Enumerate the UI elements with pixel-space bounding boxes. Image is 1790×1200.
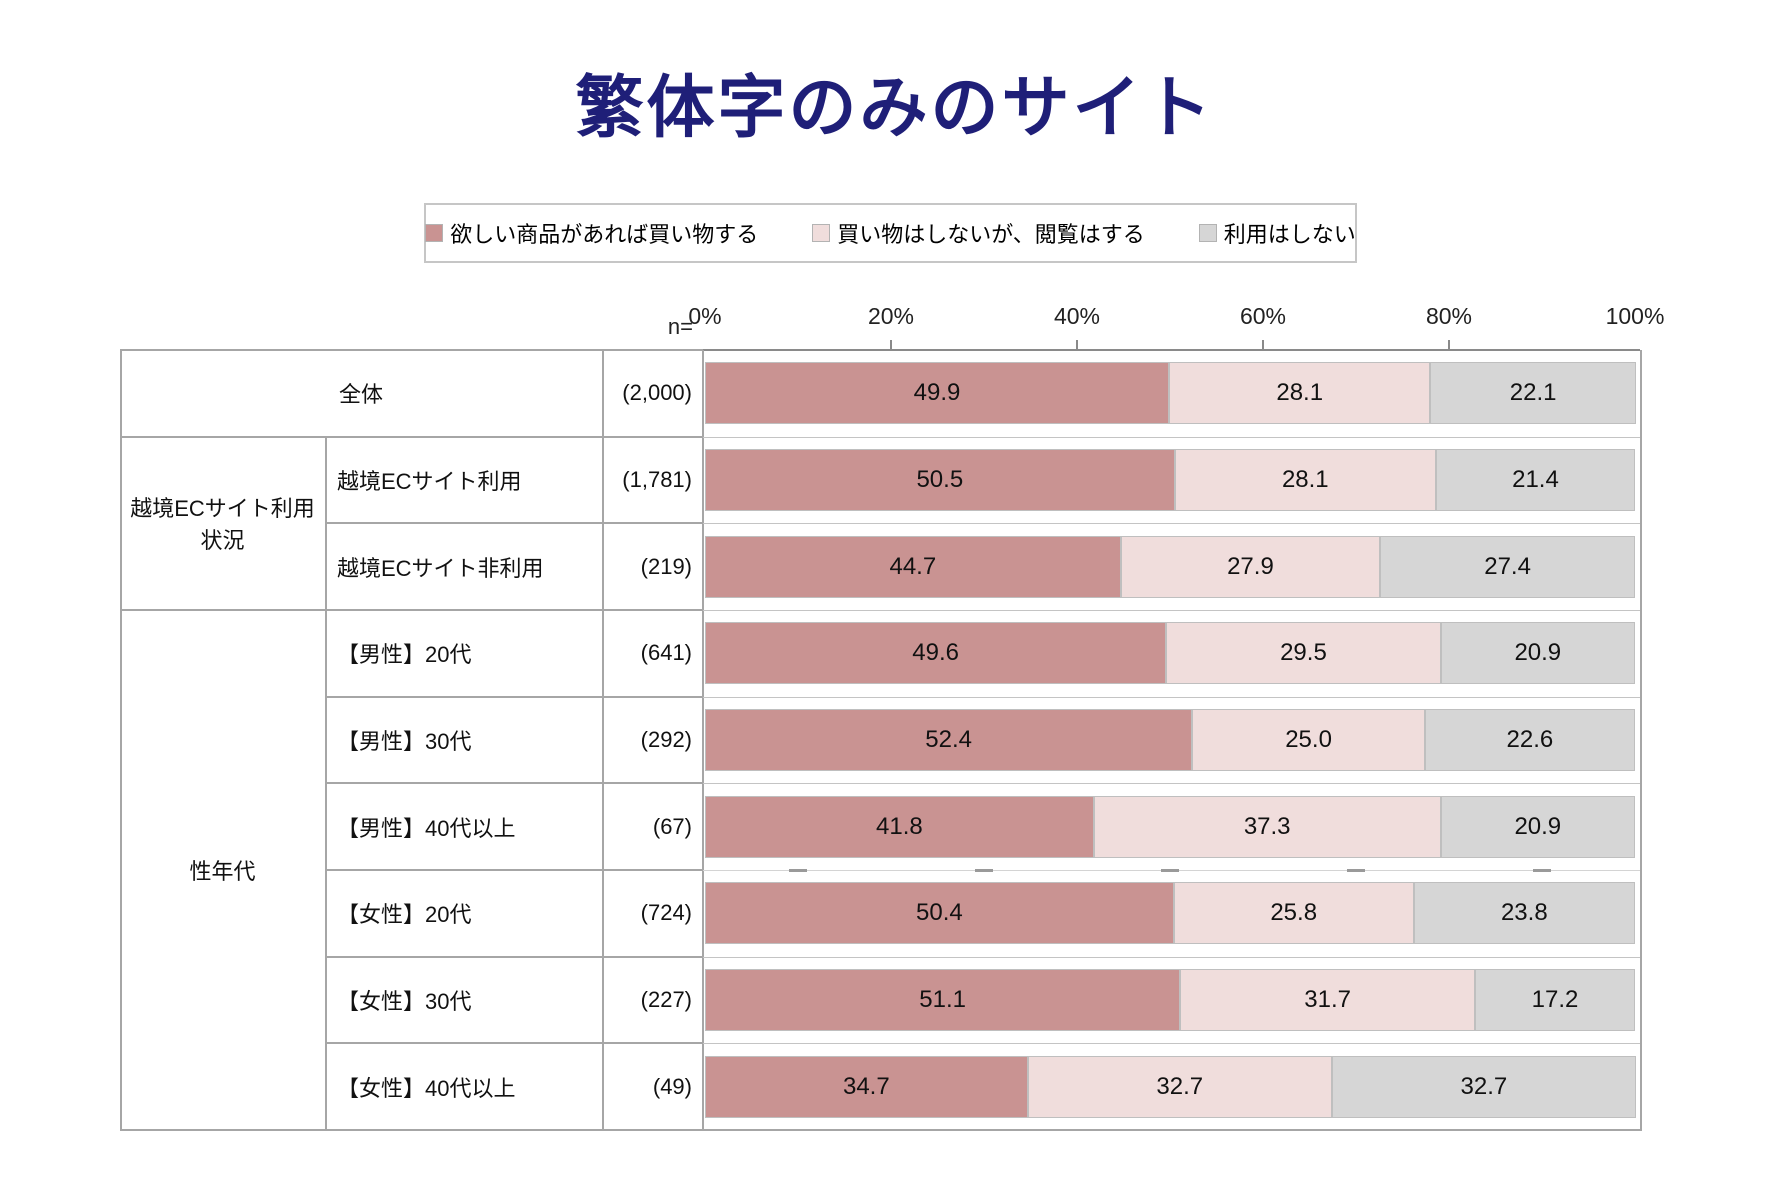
legend-swatch-browse — [812, 224, 831, 242]
row-n-value: (227) — [640, 986, 692, 1012]
group-separator-dash — [1533, 869, 1551, 872]
bar-segment: 49.9 — [705, 362, 1170, 425]
row-n-value: (49) — [652, 1073, 692, 1099]
row-separator-labels — [325, 869, 703, 871]
col-border-n — [702, 350, 704, 1130]
legend-label-buy: 欲しい商品があれば買い物する — [450, 222, 759, 247]
bar-segment: 49.6 — [705, 622, 1167, 685]
chart-legend: 欲しい商品があれば買い物する 買い物はしないが、閲覧はする 利用はしない — [424, 203, 1357, 263]
legend-item-buy: 欲しい商品があれば買い物する — [425, 217, 758, 249]
legend-swatch-nouse — [1198, 224, 1217, 242]
col-border-2 — [602, 350, 604, 1130]
group-separator-dash — [975, 869, 993, 872]
row-separator-plot — [703, 1043, 1640, 1045]
group-label-gender-age: 性年代 — [189, 859, 256, 884]
row-separator-plot — [703, 783, 1640, 785]
bar-segment: 20.9 — [1440, 622, 1635, 685]
bar-segment: 32.7 — [1331, 1055, 1636, 1118]
bar-segment: 20.9 — [1440, 795, 1635, 858]
bar-segment: 17.2 — [1475, 969, 1635, 1031]
bar-segment: 34.7 — [705, 1055, 1028, 1118]
page-title: 繁体字のみのサイト — [575, 70, 1215, 146]
legend-label-browse: 買い物はしないが、閲覧はする — [837, 222, 1145, 247]
row-separator-plot — [703, 523, 1640, 525]
legend-swatch-buy — [425, 224, 444, 242]
plot-border-right — [1640, 350, 1642, 1130]
row-separator-labels — [325, 782, 703, 785]
row-n-value: (2,000) — [622, 380, 692, 406]
bar-segment: 31.7 — [1180, 969, 1476, 1031]
legend-label-nouse: 利用はしない — [1223, 222, 1356, 247]
axis-tick — [1076, 340, 1078, 349]
row-separator-plot — [703, 696, 1640, 698]
bar-segment: 22.6 — [1424, 709, 1635, 771]
axis-tick-label: 40% — [1053, 303, 1101, 329]
bar-segment: 50.4 — [705, 882, 1174, 945]
bar-segment: 29.5 — [1166, 622, 1441, 685]
bar-segment: 25.8 — [1173, 882, 1414, 945]
row-separator-labels — [325, 695, 703, 698]
row-label-total: 全体 — [338, 382, 383, 408]
bar-segment: 37.3 — [1093, 795, 1441, 858]
row-label: 【男性】40代以上 — [337, 815, 516, 841]
group-separator-dash — [789, 869, 807, 872]
bar-segment: 22.1 — [1430, 362, 1636, 425]
bar-segment: 50.5 — [705, 449, 1175, 511]
row-label: 【女性】20代 — [337, 902, 472, 928]
row-n-value: (292) — [640, 726, 692, 752]
row-separator-plot — [703, 610, 1640, 611]
legend-item-browse: 買い物はしないが、閲覧はする — [812, 217, 1145, 249]
group-label-ec-usage: 越境ECサイト利用状況 — [130, 496, 315, 554]
row-separator-labels — [120, 435, 703, 438]
bar-segment: 28.1 — [1169, 362, 1431, 425]
axis-tick-label: 0% — [688, 303, 722, 329]
legend-item-nouse: 利用はしない — [1198, 217, 1356, 249]
axis-tick — [1262, 340, 1264, 349]
bar-segment: 27.4 — [1380, 535, 1635, 598]
row-separator-plot — [703, 436, 1640, 438]
row-label: 越境ECサイト利用 — [337, 468, 522, 494]
table-border-top — [120, 349, 703, 351]
row-label: 越境ECサイト非利用 — [337, 555, 544, 581]
row-n-value: (67) — [652, 813, 692, 839]
bar-segment: 25.0 — [1192, 709, 1425, 771]
bar-segment: 52.4 — [705, 709, 1193, 771]
axis-tick-label: 20% — [867, 303, 915, 329]
group-separator-dash — [1161, 869, 1179, 872]
bar-segment: 23.8 — [1413, 882, 1635, 945]
axis-tick-label: 80% — [1425, 303, 1473, 329]
n-equals-label: n= — [667, 314, 693, 339]
axis-tick — [1448, 340, 1450, 349]
axis-line — [703, 349, 1640, 351]
row-label: 【女性】40代以上 — [337, 1075, 516, 1101]
bar-segment: 41.8 — [705, 795, 1094, 858]
row-separator-labels — [325, 955, 703, 958]
row-separator-plot — [703, 956, 1640, 958]
bar-segment: 32.7 — [1027, 1055, 1332, 1118]
row-separator-labels — [325, 1042, 703, 1045]
table-border-left — [120, 349, 122, 1131]
row-n-value: (724) — [640, 900, 692, 926]
row-n-value: (219) — [640, 553, 692, 579]
row-label: 【女性】30代 — [337, 988, 472, 1014]
bar-segment: 27.9 — [1120, 535, 1381, 598]
bar-segment: 51.1 — [705, 969, 1181, 1031]
table-border-bottom — [120, 1129, 1642, 1131]
axis-tick-label: 100% — [1605, 303, 1665, 329]
row-label: 【男性】20代 — [337, 642, 472, 668]
bar-segment: 21.4 — [1435, 449, 1635, 511]
bar-segment: 44.7 — [705, 535, 1121, 598]
axis-tick — [890, 340, 892, 349]
bar-segment: 28.1 — [1174, 449, 1436, 511]
axis-tick-label: 60% — [1239, 303, 1287, 329]
row-separator-labels — [120, 609, 703, 611]
row-n-value: (1,781) — [622, 466, 692, 492]
group-separator-dash — [1347, 869, 1365, 872]
row-separator-labels — [325, 522, 703, 525]
row-n-value: (641) — [640, 640, 692, 666]
row-label: 【男性】30代 — [337, 728, 472, 754]
